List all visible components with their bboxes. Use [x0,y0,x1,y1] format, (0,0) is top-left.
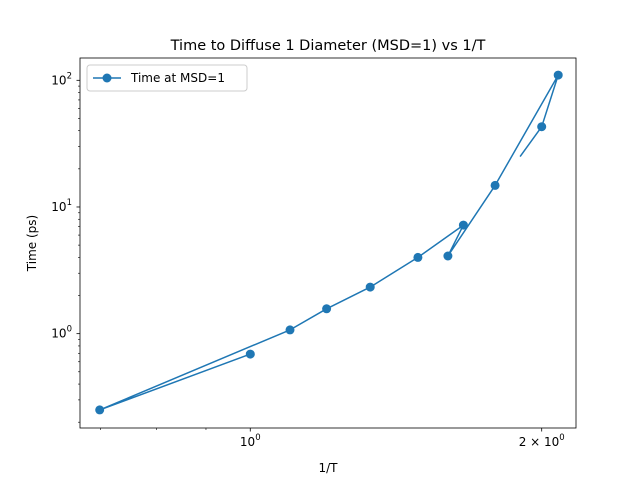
series-layer [95,70,563,415]
legend-box [86,64,248,92]
data-point [443,251,453,261]
data-point [95,405,105,415]
data-point [413,252,423,262]
data-point [322,304,332,314]
data-point [245,349,255,359]
data-point [490,180,500,190]
legend-entry-label: Time at MSD=1 [130,71,225,85]
x-axis-label: 1/T [318,461,338,475]
data-point [285,325,295,335]
legend: Time at MSD=1 [86,64,248,92]
data-point [537,122,547,132]
plot-area [80,58,576,428]
x-tick-label: 2 × 100 [519,433,565,449]
chart-title: Time to Diffuse 1 Diameter (MSD=1) vs 1/… [170,38,486,54]
axes-frame [79,57,577,429]
data-point [365,282,375,292]
legend-marker-swatch [102,73,112,83]
data-point [458,220,468,230]
data-point [553,70,563,80]
y-axis-label: Time (ps) [25,215,39,272]
series-line [98,74,559,411]
